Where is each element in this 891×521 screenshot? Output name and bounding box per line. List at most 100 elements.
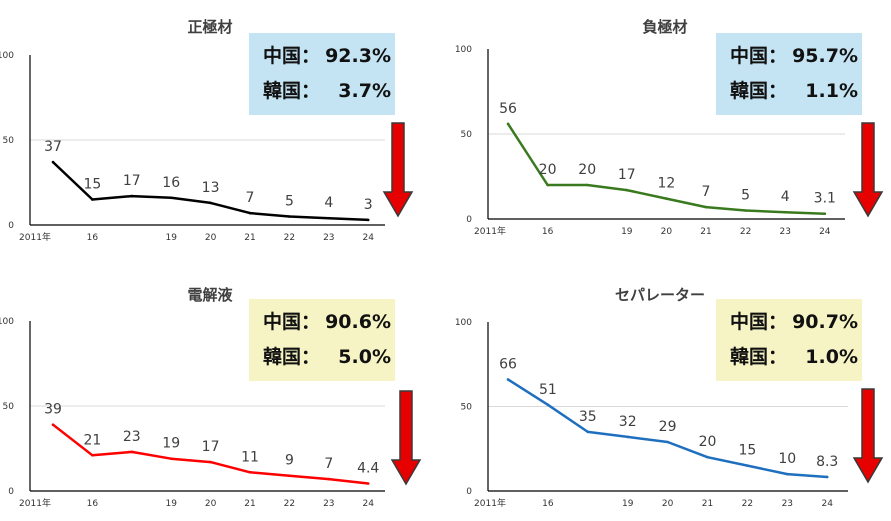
chart-panel-cathode: 正極材 0 50 100 2011年 16 19 20 21 22 23 24 37 15 17 16 13 7… <box>0 0 430 255</box>
y-tick-label: 50 <box>3 402 15 412</box>
x-tick-label: 22 <box>284 233 295 243</box>
x-tick-label: 20 <box>661 227 673 237</box>
data-label: 4 <box>781 189 790 205</box>
data-label: 21 <box>83 432 101 448</box>
x-tick-label: 16 <box>542 499 554 509</box>
share-label-china: 中国： <box>730 311 788 333</box>
x-tick-label: 22 <box>740 227 751 237</box>
x-tick-label: 2011年 <box>474 497 506 509</box>
share-value-korea: 5.0% <box>338 346 391 368</box>
data-point <box>666 440 669 444</box>
data-label: 17 <box>202 439 220 455</box>
data-point <box>704 205 708 209</box>
data-point <box>327 216 331 220</box>
data-point <box>248 471 252 474</box>
x-tick-label: 24 <box>362 233 374 243</box>
y-tick-label: 100 <box>0 317 14 327</box>
data-label: 10 <box>778 451 796 467</box>
data-point <box>91 454 94 457</box>
data-point <box>506 378 510 381</box>
data-point <box>209 460 212 464</box>
data-point <box>665 197 668 200</box>
x-tick-label: 23 <box>323 499 334 509</box>
data-point <box>130 450 134 454</box>
y-tick-label: 0 <box>8 487 14 497</box>
share-value-korea: 1.0% <box>805 346 858 368</box>
data-label: 8.3 <box>816 454 838 470</box>
data-point <box>744 209 747 212</box>
data-label: 56 <box>499 101 517 117</box>
data-point <box>327 477 331 481</box>
data-point <box>506 122 510 126</box>
data-point <box>586 430 590 434</box>
x-tick-label: 21 <box>700 227 711 237</box>
share-label-china: 中国： <box>263 45 321 67</box>
share-box: 中国： 90.6% 韓国： 5.0% <box>249 299 395 381</box>
down-arrow-icon <box>382 122 414 218</box>
data-label: 3.1 <box>814 191 836 207</box>
share-box: 中国： 92.3% 韓国： 3.7% <box>249 33 395 115</box>
data-point <box>209 201 212 205</box>
data-point <box>169 196 173 200</box>
data-point <box>130 194 134 198</box>
data-point <box>366 482 370 485</box>
data-point <box>91 198 94 201</box>
share-value-china: 92.3% <box>325 45 391 67</box>
down-arrow-icon <box>852 122 884 218</box>
chart-title: 電解液 <box>187 286 233 304</box>
y-tick-label: 100 <box>455 45 472 55</box>
x-tick-label: 21 <box>244 233 255 243</box>
chart-panel-electrolyte: 電解液 0501002011年1619202122232439212319171… <box>0 0 430 521</box>
line-chart-electrolyte: 0 50 100 2011年 16 19 20 21 22 23 24 39 21 23 19 17 11 9 7 4… <box>0 317 385 509</box>
down-arrow-icon <box>852 388 884 484</box>
data-label: 5 <box>285 194 294 210</box>
data-point <box>825 475 829 479</box>
data-label: 4 <box>324 195 333 211</box>
data-label: 13 <box>202 180 220 196</box>
x-tick-label: 2011年 <box>19 231 51 243</box>
data-point <box>169 457 173 461</box>
share-value-china: 90.6% <box>325 311 391 333</box>
x-tick-label: 19 <box>621 227 633 237</box>
chart-panel-anode: 負極材 0 50 100 2011年 16 19 20 21 22 23 24 56 20 20 17 12 7… <box>0 0 891 255</box>
x-tick-label: 20 <box>205 499 217 509</box>
data-label: 39 <box>44 402 62 418</box>
x-tick-label: 24 <box>819 227 831 237</box>
data-point <box>625 188 629 192</box>
data-label: 19 <box>162 436 180 452</box>
data-label: 9 <box>285 453 294 469</box>
x-tick-label: 20 <box>662 499 674 509</box>
x-tick-label: 23 <box>323 233 334 243</box>
share-label-korea: 韓国： <box>263 80 321 102</box>
data-label: 51 <box>539 382 557 398</box>
data-point <box>626 435 629 439</box>
down-arrow-icon <box>390 390 422 486</box>
data-label: 66 <box>499 356 517 372</box>
data-label: 3 <box>364 197 373 213</box>
chart-title: セパレーター <box>614 286 705 304</box>
x-tick-label: 21 <box>244 499 255 509</box>
y-tick-label: 0 <box>466 487 472 497</box>
data-label: 5 <box>741 188 750 204</box>
data-point <box>366 218 370 222</box>
line-chart-anode: 0 50 100 2011年 16 19 20 21 22 23 24 56 20 20 17 12 7 5 4 3.… <box>455 45 845 237</box>
data-label: 7 <box>246 190 255 206</box>
share-label-china: 中国： <box>263 311 321 333</box>
y-tick-label: 50 <box>461 130 473 140</box>
y-tick-label: 50 <box>461 403 473 413</box>
x-tick-label: 22 <box>284 499 295 509</box>
data-point <box>248 211 252 215</box>
data-label: 35 <box>579 409 597 425</box>
y-tick-label: 100 <box>0 51 14 61</box>
data-label: 15 <box>83 177 101 193</box>
x-tick-label: 16 <box>542 227 554 237</box>
share-value-china: 95.7% <box>792 45 858 67</box>
data-point <box>823 212 827 216</box>
data-label: 11 <box>241 449 259 465</box>
data-label: 17 <box>123 173 141 189</box>
data-point <box>786 472 789 476</box>
x-tick-label: 23 <box>779 227 790 237</box>
x-tick-label: 20 <box>205 233 217 243</box>
data-point <box>288 215 291 218</box>
